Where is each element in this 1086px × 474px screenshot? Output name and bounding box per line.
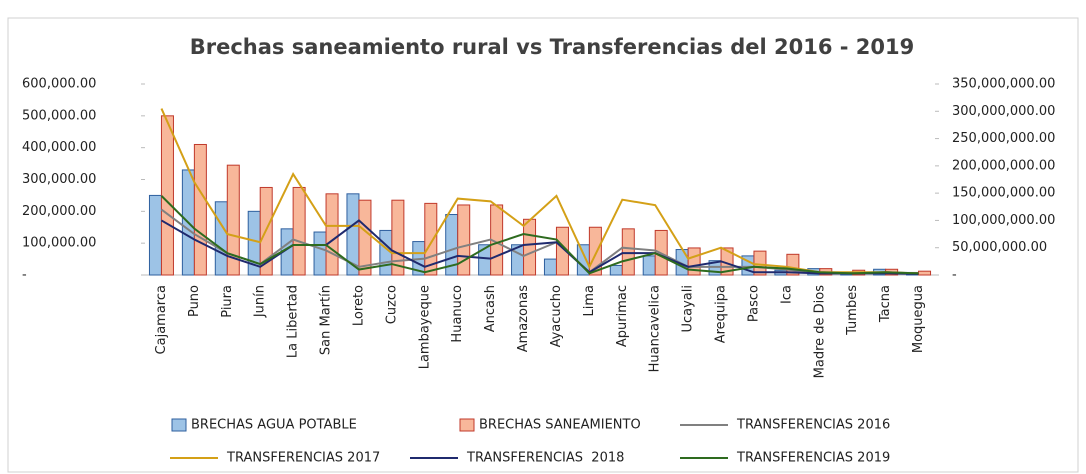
bar xyxy=(148,194,162,276)
bar xyxy=(391,199,405,276)
bar xyxy=(313,231,327,276)
y2-tick-label: 50,000,000.00 xyxy=(952,240,1047,255)
bar xyxy=(642,255,656,276)
x-tick-label: Ica xyxy=(779,285,794,304)
legend-swatch xyxy=(459,418,475,432)
y-tick-label: - xyxy=(22,268,27,283)
x-tick-label: Apurimac xyxy=(615,285,630,347)
x-tick-label: Tumbes xyxy=(845,285,860,336)
bar xyxy=(523,218,537,276)
bar xyxy=(325,193,339,276)
y-tick-label: 100,000.00 xyxy=(22,236,96,251)
x-tick-label: La Libertad xyxy=(286,285,301,358)
bar xyxy=(457,204,471,276)
y-tick-label: 200,000.00 xyxy=(22,204,96,219)
x-tick-label: Arequipa xyxy=(714,285,729,343)
legend-label: BRECHAS AGUA POTABLE xyxy=(191,418,357,433)
x-tick-label: Loreto xyxy=(351,285,366,326)
x-tick-label: Amazonas xyxy=(516,285,531,353)
x-tick-label: Ayacucho xyxy=(549,285,564,347)
y2-tick-label: 100,000,000.00 xyxy=(952,213,1055,228)
bar xyxy=(292,186,306,276)
y2-tick-label: 250,000,000.00 xyxy=(952,131,1055,146)
x-tick-label: San Martín xyxy=(319,285,334,355)
x-tick-label: Madre de Dios xyxy=(812,285,827,379)
y-tick-label: 400,000.00 xyxy=(22,140,96,155)
x-tick-label: Ancash xyxy=(483,285,498,332)
bar xyxy=(588,226,602,276)
x-tick-label: Lambayeque xyxy=(417,285,432,369)
bar xyxy=(358,199,372,276)
x-tick-label: Huancavelica xyxy=(648,285,663,372)
bar xyxy=(160,115,174,276)
x-tick-label: Cajamarca xyxy=(154,285,169,354)
x-tick-label: Ucayali xyxy=(681,285,696,333)
line xyxy=(160,108,919,275)
bar xyxy=(226,164,240,276)
x-tick-label: Cuzco xyxy=(384,285,399,324)
x-tick-label: Junín xyxy=(253,285,268,318)
x-tick-label: Tacna xyxy=(878,285,893,323)
bar xyxy=(918,270,932,276)
bar xyxy=(609,264,623,276)
y2-tick-label: - xyxy=(952,268,957,283)
legend-label: TRANSFERENCIAS 2017 xyxy=(226,451,380,466)
x-tick-label: Huanuco xyxy=(450,285,465,343)
x-tick-label: Pasco xyxy=(746,285,761,322)
legend-swatch xyxy=(171,418,187,432)
bar xyxy=(193,143,207,276)
x-tick-label: Moquegua xyxy=(911,285,926,353)
x-tick-label: Lima xyxy=(582,285,597,316)
chart-title: Brechas saneamiento rural vs Transferenc… xyxy=(190,35,914,59)
legend-label: TRANSFERENCIAS 2018 xyxy=(466,451,624,466)
line xyxy=(160,208,919,275)
y2-tick-label: 350,000,000.00 xyxy=(952,77,1055,92)
y2-tick-label: 150,000,000.00 xyxy=(952,186,1055,201)
legend-label: TRANSFERENCIAS 2019 xyxy=(736,451,890,466)
x-tick-label: Puno xyxy=(187,285,202,317)
bar xyxy=(214,201,228,276)
y-tick-label: 300,000.00 xyxy=(22,172,96,187)
y-tick-label: 500,000.00 xyxy=(22,108,96,123)
x-tick-label: Piura xyxy=(220,285,235,318)
y-tick-label: 600,000.00 xyxy=(22,77,96,92)
line xyxy=(160,195,919,275)
legend-label: BRECHAS SANEAMIENTO xyxy=(479,418,641,433)
bar xyxy=(621,228,635,276)
y2-tick-label: 300,000,000.00 xyxy=(952,104,1055,119)
legend-label: TRANSFERENCIAS 2016 xyxy=(736,418,890,433)
bar xyxy=(543,258,557,276)
y2-tick-label: 200,000,000.00 xyxy=(952,158,1055,173)
